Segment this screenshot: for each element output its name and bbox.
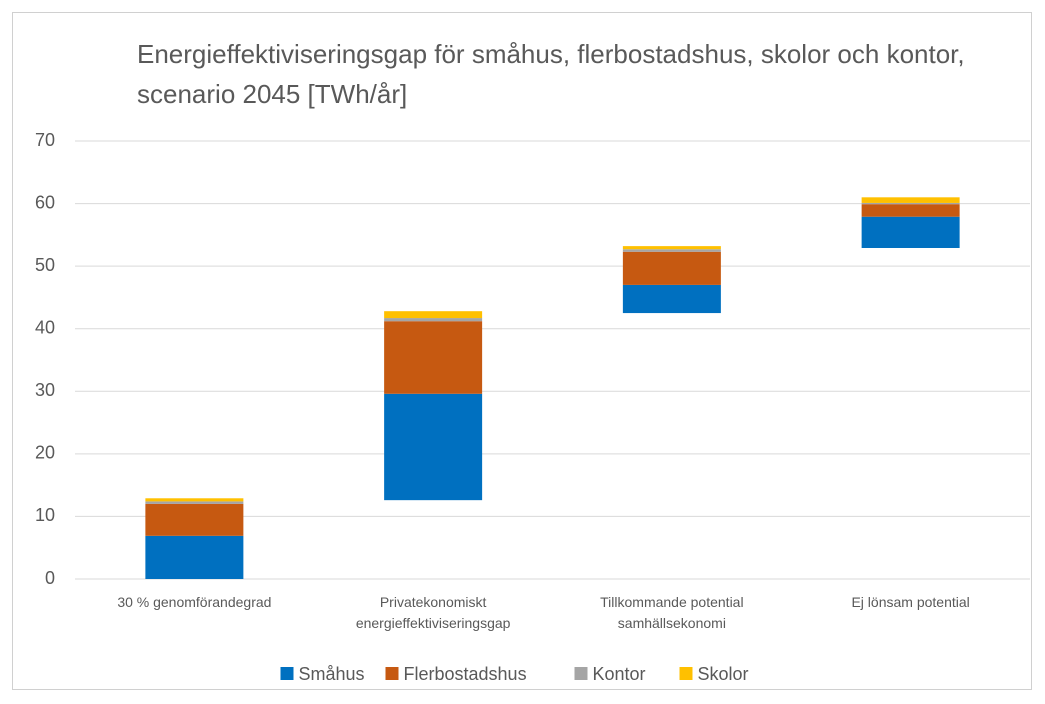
bar-segment <box>145 535 244 579</box>
legend-label: Kontor <box>593 664 646 684</box>
y-tick-label: 70 <box>35 130 55 150</box>
x-tick-line: Privatekonomiskt <box>380 594 487 610</box>
x-tick-label: Ej lönsam potential <box>851 594 969 610</box>
y-tick-label: 0 <box>45 568 55 588</box>
x-tick-line: energieffektiviseringsgap <box>356 615 511 631</box>
bar-segment <box>622 249 721 252</box>
legend-label: Småhus <box>299 664 365 684</box>
bar-segment <box>622 284 721 314</box>
x-tick-label: Tillkommande potential samhällsekonomi <box>600 594 743 631</box>
y-tick-label: 20 <box>35 443 55 463</box>
bar-segment <box>384 393 483 501</box>
x-tick-line: Ej lönsam potential <box>851 594 969 610</box>
legend-swatch <box>574 667 588 680</box>
x-tick-label: Privatekonomiskt energieffektiviseringsga… <box>356 594 511 631</box>
legend-swatch <box>385 667 399 680</box>
x-tick-line: samhällsekonomi <box>618 615 726 631</box>
legend-swatch <box>280 667 294 680</box>
legend-swatch <box>679 667 693 680</box>
x-tick-line: Tillkommande potential <box>600 594 743 610</box>
bar-segment <box>145 503 244 536</box>
bar-segment <box>622 246 721 250</box>
y-tick-label: 40 <box>35 317 55 337</box>
chart-frame <box>12 12 1032 690</box>
x-tick-line: 30 % genomförandegrad <box>117 594 271 610</box>
legend-label: Flerbostadshus <box>404 664 527 684</box>
y-tick-label: 60 <box>35 192 55 212</box>
bar-segment <box>861 216 960 248</box>
legend-label: Skolor <box>698 664 749 684</box>
y-tick-label: 10 <box>35 505 55 525</box>
bar-segment <box>145 501 244 504</box>
bar-segment <box>384 321 483 394</box>
bar-segment <box>861 197 960 203</box>
bar-segment <box>861 202 960 205</box>
bar-segment <box>622 251 721 285</box>
bar-segment <box>384 318 483 322</box>
x-tick-label: 30 % genomförandegrad <box>117 594 271 610</box>
y-tick-label: 50 <box>35 255 55 275</box>
y-tick-label: 30 <box>35 380 55 400</box>
bar-segment <box>145 498 244 502</box>
bar-segment <box>384 311 483 319</box>
bar-segment <box>861 204 960 217</box>
chart-title: Energieffektiviseringsgap för småhus, fl… <box>137 39 965 109</box>
